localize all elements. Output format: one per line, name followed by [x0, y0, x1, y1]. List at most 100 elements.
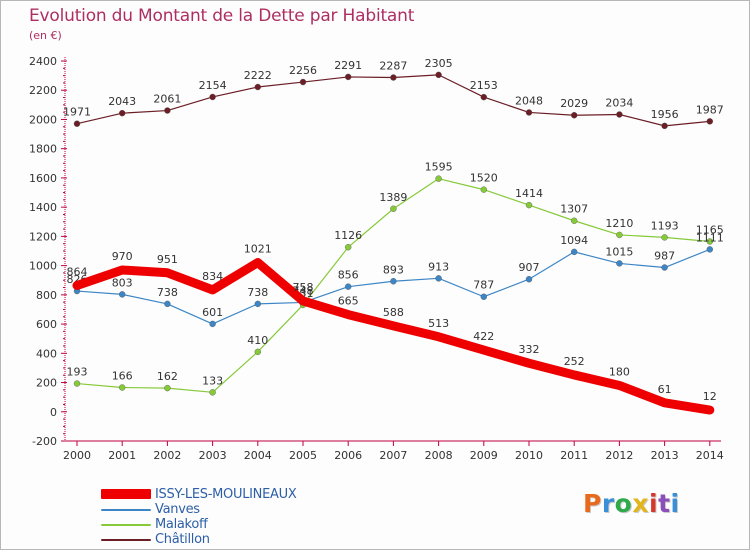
- data-label-malakoff: 193: [67, 366, 88, 379]
- data-point-malakoff: [661, 234, 668, 241]
- data-label-ch-tillon: 2291: [334, 59, 362, 72]
- data-label-malakoff: 1165: [696, 224, 724, 237]
- data-label-malakoff: 1520: [470, 172, 498, 185]
- data-label-issy-les-moulineaux: 970: [112, 250, 133, 263]
- logo-letter: r: [601, 489, 615, 518]
- legend-label-chatillon: Châtillon: [155, 532, 210, 547]
- data-point-malakoff: [254, 348, 261, 356]
- data-point-malakoff: [118, 384, 126, 391]
- chart-title: Evolution du Montant de la Dette par Hab…: [29, 6, 415, 26]
- data-label-issy-les-moulineaux: 332: [519, 343, 540, 356]
- data-point-ch-tillon: [390, 74, 397, 81]
- data-point-issy-les-moulineaux: [525, 359, 533, 368]
- unit-note: (en €): [29, 29, 62, 42]
- data-label-issy-les-moulineaux: 588: [383, 306, 404, 319]
- data-label-malakoff: 1389: [379, 191, 407, 204]
- y-tick-label: 800: [36, 289, 57, 302]
- data-point-malakoff: [525, 201, 533, 209]
- data-label-malakoff: 1414: [515, 187, 543, 200]
- data-label-malakoff: 1595: [425, 161, 453, 174]
- data-label-issy-les-moulineaux: 513: [428, 317, 449, 330]
- data-label-vanves: 1015: [605, 245, 633, 258]
- data-point-ch-tillon: [209, 93, 216, 101]
- x-tick-label: 2001: [108, 449, 136, 462]
- data-point-malakoff: [209, 389, 216, 396]
- data-label-vanves: 987: [654, 250, 675, 263]
- data-label-malakoff: 166: [112, 370, 133, 383]
- data-label-ch-tillon: 2029: [560, 97, 588, 110]
- x-tick-label: 2010: [515, 449, 543, 462]
- legend-label-malakoff: Malakoff: [155, 517, 208, 532]
- data-label-ch-tillon: 2153: [470, 79, 498, 92]
- data-label-vanves: 601: [202, 306, 223, 319]
- data-point-issy-les-moulineaux: [344, 310, 353, 319]
- logo-letter: i: [649, 489, 659, 518]
- data-label-vanves: 803: [112, 276, 133, 289]
- data-point-malakoff: [616, 231, 623, 239]
- data-point-vanves: [616, 260, 623, 267]
- data-label-malakoff: 1126: [334, 229, 362, 242]
- y-tick-label: -200: [32, 435, 57, 448]
- data-point-vanves: [706, 246, 713, 253]
- data-point-malakoff: [480, 186, 487, 193]
- legend-label-vanves: Vanves: [155, 502, 200, 517]
- x-tick-label: 2012: [605, 449, 633, 462]
- data-label-ch-tillon: 2154: [199, 79, 227, 92]
- y-tick-label: 200: [36, 377, 57, 390]
- legend-swatch-malakoff: [101, 524, 151, 526]
- data-point-malakoff: [435, 175, 442, 182]
- data-point-issy-les-moulineaux: [479, 346, 488, 355]
- logo-letter: x: [632, 489, 649, 518]
- data-label-issy-les-moulineaux: 951: [157, 253, 178, 266]
- proxiti-logo: Proxiti: [583, 489, 680, 518]
- data-label-issy-les-moulineaux: 665: [338, 295, 359, 308]
- x-tick-label: 2003: [199, 449, 227, 462]
- logo-letter: t: [658, 489, 671, 518]
- data-point-vanves: [254, 300, 261, 308]
- data-point-issy-les-moulineaux: [299, 296, 307, 305]
- y-tick-label: 2400: [29, 55, 57, 68]
- data-point-ch-tillon: [480, 93, 487, 101]
- data-label-ch-tillon: 2061: [153, 93, 181, 106]
- series-line-issy-les-moulineaux: [72, 258, 715, 415]
- data-point-malakoff: [571, 217, 578, 224]
- y-tick-label: 1800: [29, 143, 57, 156]
- data-label-issy-les-moulineaux: 758: [293, 281, 314, 294]
- y-tick-label: 1000: [29, 260, 57, 273]
- data-point-vanves: [209, 320, 216, 328]
- data-point-vanves: [164, 300, 171, 308]
- data-point-issy-les-moulineaux: [615, 381, 624, 390]
- data-label-vanves: 856: [338, 269, 359, 282]
- data-point-ch-tillon: [118, 109, 126, 117]
- data-label-malakoff: 133: [202, 374, 223, 387]
- series-issy-les-moulineaux: 864 970 951 834 1021 758 665 588 513 422 332 252 180…: [67, 243, 717, 415]
- data-label-ch-tillon: 2048: [515, 94, 543, 107]
- x-tick-label: 2002: [153, 449, 181, 462]
- x-tick-label: 2008: [425, 449, 453, 462]
- data-point-ch-tillon: [164, 107, 171, 114]
- data-label-ch-tillon: 2256: [289, 64, 317, 77]
- data-point-issy-les-moulineaux: [660, 398, 669, 407]
- data-label-vanves: 893: [383, 263, 404, 276]
- x-tick-label: 2009: [470, 449, 498, 462]
- data-label-issy-les-moulineaux: 252: [564, 355, 585, 368]
- data-label-vanves: 907: [519, 261, 540, 274]
- series-ch-tillon: 1971 2043 2061 2154 2222 2256 2291 2287 2305 2153…: [63, 57, 724, 130]
- data-label-ch-tillon: 1971: [63, 106, 91, 119]
- data-label-vanves: 913: [428, 260, 449, 273]
- data-label-vanves: 787: [473, 279, 494, 292]
- y-tick-label: 1200: [29, 230, 57, 243]
- data-point-ch-tillon: [73, 120, 81, 127]
- data-point-vanves: [345, 283, 352, 290]
- x-tick-label: 2006: [334, 449, 362, 462]
- data-label-vanves: 1094: [560, 234, 588, 247]
- y-tick-label: 1400: [29, 201, 57, 214]
- data-point-vanves: [525, 276, 533, 283]
- x-tick-label: 2007: [379, 449, 407, 462]
- data-label-issy-les-moulineaux: 180: [609, 365, 630, 378]
- data-label-malakoff: 1210: [605, 217, 633, 230]
- data-label-ch-tillon: 1956: [651, 108, 679, 121]
- legend-swatch-chatillon: [101, 539, 151, 541]
- series-malakoff: 193 166 162 1334107311126138915951520141413…: [67, 161, 724, 396]
